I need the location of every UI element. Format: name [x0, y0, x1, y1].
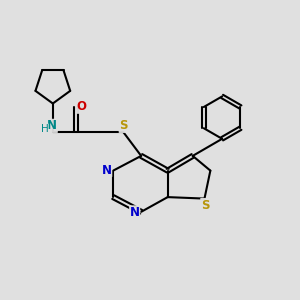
Text: H: H: [41, 124, 49, 134]
Text: N: N: [102, 164, 112, 176]
Text: S: S: [119, 119, 128, 132]
Text: O: O: [77, 100, 87, 113]
Text: N: N: [130, 206, 140, 219]
Text: S: S: [201, 199, 209, 212]
Text: N: N: [47, 119, 57, 132]
